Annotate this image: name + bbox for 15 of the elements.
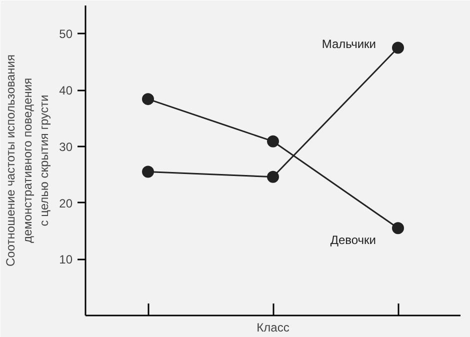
y-tick-label: 30 [59,140,73,154]
point [267,135,279,148]
y-tick-label: 50 [59,27,73,42]
series-label: Девочки [330,233,376,248]
point [142,166,154,178]
point [392,42,404,54]
series-label: Мальчики [322,36,376,51]
point [142,93,154,106]
x-axis-title: Класс [256,320,290,334]
point [392,222,404,234]
y-tick-label: 40 [59,84,73,98]
y-tick-label: 10 [59,252,73,267]
y-tick-label: 20 [59,196,73,210]
point [267,170,279,183]
y-axis-title: Соотношение частоты использования демонстративного поведения с целью скрытия грусти [4,54,52,266]
